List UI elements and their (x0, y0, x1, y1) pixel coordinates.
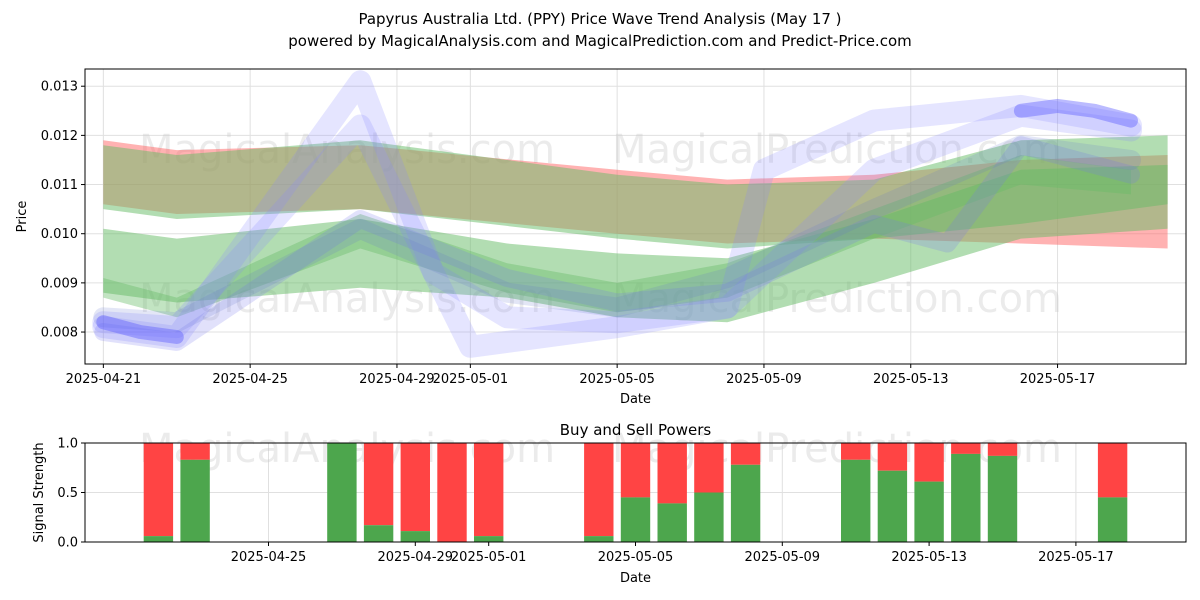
buy-power-bar (400, 531, 430, 542)
trend-band (103, 155, 1131, 318)
top-x-tick-label: 2025-04-21 (66, 372, 142, 387)
top-x-tick-label: 2025-05-09 (726, 372, 802, 387)
sell-power-bar (143, 443, 174, 537)
buy-power-bar (327, 443, 357, 542)
sell-power-bar (987, 443, 1018, 456)
sell-power-bar (1097, 443, 1128, 498)
sell-power-bar (730, 443, 761, 465)
buy-power-bar (694, 492, 724, 542)
buy-power-bar (657, 503, 687, 542)
sell-power-bar (914, 443, 944, 482)
buy-power-bar (143, 536, 174, 542)
buy-power-bar (180, 459, 210, 542)
sell-power-bar (841, 443, 871, 460)
trend-wave-line (94, 136, 1140, 351)
buy-power-bar (363, 525, 394, 542)
trend-band (103, 164, 1168, 323)
top-x-tick-label: 2025-05-17 (1020, 372, 1096, 387)
top-x-tick-label: 2025-04-25 (212, 372, 288, 387)
sell-power-bar (877, 443, 908, 471)
sell-power-bar (180, 443, 210, 460)
buy-power-bar (914, 481, 944, 542)
bottom-y-tick-label: 0.0 (57, 536, 78, 551)
chart-subtitle: powered by MagicalAnalysis.com and Magic… (288, 32, 912, 50)
buy-power-bar (474, 536, 504, 542)
top-plot-frame (84, 68, 1187, 365)
top-x-tick-label: 2025-05-13 (873, 372, 949, 387)
buy-power-bar (987, 455, 1018, 542)
buy-power-bar (1097, 497, 1128, 542)
top-y-tick-label: 0.012 (41, 129, 78, 144)
chart-title: Papyrus Australia Ltd. (PPY) Price Wave … (358, 10, 842, 28)
bottom-x-axis-label: Date (620, 571, 651, 586)
bottom-y-axis-label: Signal Strength (32, 442, 47, 542)
top-x-tick-label: 2025-05-01 (433, 372, 509, 387)
sell-power-bar (657, 443, 687, 504)
bottom-x-tick-label: 2025-05-01 (451, 550, 527, 565)
trend-wave-line (92, 70, 1142, 348)
watermark: MagicalPrediction.com (612, 426, 1062, 472)
bottom-y-tick-label: 0.5 (57, 486, 78, 501)
top-y-tick-label: 0.011 (41, 178, 78, 193)
top-y-tick-label: 0.008 (41, 326, 78, 341)
top-y-axis-label: Price (15, 201, 30, 233)
sell-power-bar (363, 443, 394, 526)
sell-power-bar (400, 443, 430, 532)
bottom-x-tick-label: 2025-04-25 (231, 550, 307, 565)
sell-power-bar (694, 443, 724, 493)
buy-power-bar (730, 464, 761, 542)
sell-power-bar (620, 443, 651, 498)
top-x-axis-label: Date (620, 392, 651, 407)
sell-power-bar (437, 443, 467, 542)
buy-power-bar (620, 497, 651, 542)
sell-power-bar (584, 443, 614, 537)
trend-wave-line (92, 104, 1142, 358)
top-y-tick-label: 0.010 (41, 227, 78, 242)
top-y-tick-label: 0.009 (41, 276, 78, 291)
bottom-y-tick-label: 1.0 (57, 437, 78, 452)
buy-power-bar (877, 470, 908, 542)
bottom-x-tick-label: 2025-04-29 (378, 550, 454, 565)
buy-power-bar (584, 536, 614, 542)
top-y-tick-label: 0.013 (41, 80, 78, 95)
trend-wave-line (93, 135, 1141, 333)
top-x-tick-label: 2025-04-29 (359, 372, 435, 387)
trend-wave-line (96, 315, 184, 344)
sell-power-bar (951, 443, 981, 454)
trend-wave-line (1013, 98, 1138, 128)
bottom-x-tick-label: 2025-05-17 (1038, 550, 1114, 565)
bottom-x-tick-label: 2025-05-09 (745, 550, 821, 565)
top-x-tick-label: 2025-05-05 (579, 372, 655, 387)
bottom-x-tick-label: 2025-05-05 (598, 550, 674, 565)
sell-power-bar (474, 443, 504, 537)
bottom-chart-title: Buy and Sell Powers (560, 421, 712, 439)
buy-power-bar (841, 459, 871, 542)
bottom-x-tick-label: 2025-05-13 (891, 550, 967, 565)
buy-power-bar (951, 453, 981, 542)
